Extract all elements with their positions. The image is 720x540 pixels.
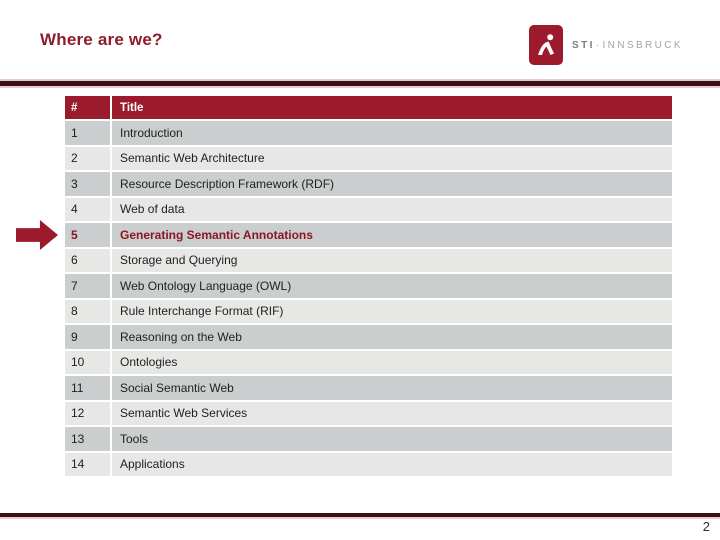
row-title: Web of data [120, 202, 185, 217]
footer-divider [0, 513, 720, 519]
table-row-8: 8 Rule Interchange Format (RIF) [65, 299, 672, 323]
header-divider [0, 79, 720, 88]
row-number: 4 [65, 197, 112, 221]
page-number: 2 [702, 519, 710, 534]
row-number: 6 [65, 248, 112, 272]
table-row-13: 13 Tools [65, 427, 672, 451]
row-title: Ontologies [120, 355, 178, 370]
table-body: 1 Introduction 2 Semantic Web Architectu… [65, 121, 672, 476]
table-row-5: 5 Generating Semantic Annotations [65, 223, 672, 247]
row-title: Tools [120, 431, 149, 446]
row-number: 7 [65, 274, 112, 298]
row-number: 3 [65, 172, 112, 196]
sti-logo-icon [529, 25, 563, 65]
table-row-9: 9 Reasoning on the Web [65, 325, 672, 349]
table-row-11: 11 Social Semantic Web [65, 376, 672, 400]
logo-separator: · [595, 39, 602, 51]
logo-text: STI·INNSBRUCK [572, 40, 683, 51]
row-title: Storage and Querying [120, 253, 238, 268]
row-number: 12 [65, 401, 112, 425]
logo-brand: STI [572, 39, 595, 51]
page-title: Where are we? [40, 30, 163, 49]
row-number: 13 [65, 427, 112, 451]
row-title: Web Ontology Language (OWL) [120, 278, 292, 293]
logo-location: INNSBRUCK [602, 39, 683, 51]
row-title: Social Semantic Web [120, 380, 234, 395]
table-row-1: 1 Introduction [65, 121, 672, 145]
row-title: Semantic Web Services [120, 406, 248, 421]
row-number: 9 [65, 325, 112, 349]
right-arrow-icon [16, 220, 58, 250]
table-row-4: 4 Web of data [65, 197, 672, 221]
table-row-6: 6 Storage and Querying [65, 248, 672, 272]
table-row-3: 3 Resource Description Framework (RDF) [65, 172, 672, 196]
row-title: Resource Description Framework (RDF) [120, 176, 335, 191]
row-number: 11 [65, 376, 112, 400]
row-number: 2 [65, 146, 112, 170]
logo: STI·INNSBRUCK [529, 25, 683, 65]
table-row-7: 7 Web Ontology Language (OWL) [65, 274, 672, 298]
row-title: Semantic Web Architecture [120, 151, 265, 166]
toc-table: # Title 1 Introduction 2 Semantic Web Ar… [65, 96, 672, 476]
table-row-10: 10 Ontologies [65, 350, 672, 374]
row-number: 14 [65, 452, 112, 476]
row-title: Reasoning on the Web [120, 329, 242, 344]
column-header-number: # [65, 96, 112, 119]
row-title: Introduction [120, 125, 183, 140]
table-row-2: 2 Semantic Web Architecture [65, 146, 672, 170]
row-number: 5 [65, 223, 112, 247]
table-row-12: 12 Semantic Web Services [65, 401, 672, 425]
table-row-14: 14 Applications [65, 452, 672, 476]
table-header-row: # Title [65, 96, 672, 119]
row-number: 1 [65, 121, 112, 145]
row-number: 10 [65, 350, 112, 374]
row-title: Rule Interchange Format (RIF) [120, 304, 284, 319]
row-title: Applications [120, 457, 185, 472]
column-header-title: Title [120, 101, 144, 114]
row-title: Generating Semantic Annotations [120, 227, 313, 242]
row-number: 8 [65, 299, 112, 323]
